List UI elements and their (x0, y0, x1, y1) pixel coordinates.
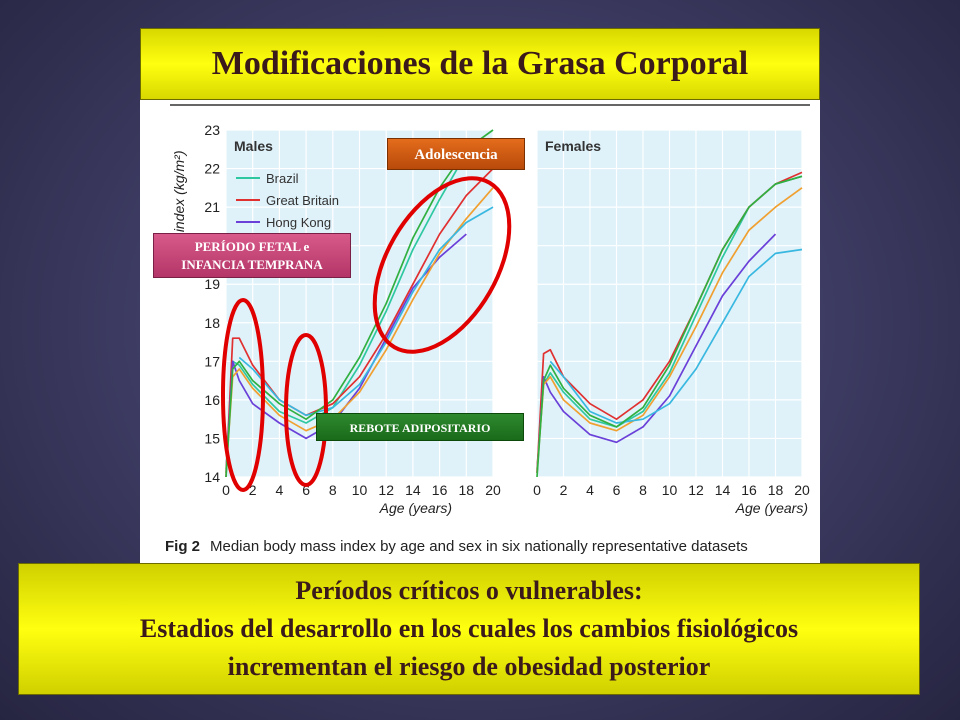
x-tick-label: 16 (432, 482, 448, 498)
rebote-callout: REBOTE ADIPOSITARIO (316, 413, 524, 441)
figure-caption-text: Median body mass index by age and sex in… (210, 538, 748, 555)
definition-line-2: incrementan el riesgo de obesidad poster… (227, 652, 711, 681)
y-tick-label: 15 (204, 430, 220, 446)
adolescence-highlight-ellipse (372, 176, 512, 354)
x-tick-label: 10 (662, 482, 678, 498)
x-tick-label: 6 (302, 482, 310, 498)
x-tick-label: 0 (222, 482, 230, 498)
definition-heading: Períodos críticos o vulnerables: (295, 576, 643, 605)
series-females-hong-kong (536, 233, 777, 474)
x-tick-label: 20 (485, 482, 501, 498)
legend-label: Brazil (266, 171, 299, 186)
panel-label-females: Females (545, 138, 601, 154)
x-axis-label-females: Age (years) (735, 500, 808, 516)
x-tick-label: 14 (405, 482, 421, 498)
x-tick-label: 18 (459, 482, 475, 498)
series-females-unlabeled (549, 248, 803, 424)
x-tick-label: 0 (533, 482, 541, 498)
adolescencia-callout: Adolescencia (387, 138, 525, 170)
x-tick-label: 4 (276, 482, 284, 498)
slide-title-bar: Modificaciones de la Grasa Corporal (140, 28, 820, 100)
x-tick-label: 2 (249, 482, 257, 498)
y-tick-label: 16 (204, 392, 220, 408)
x-tick-label: 16 (741, 482, 757, 498)
legend-label: Hong Kong (266, 215, 331, 230)
rebound-highlight-ellipse (284, 333, 328, 487)
y-tick-label: 14 (204, 469, 220, 485)
x-tick-label: 2 (560, 482, 568, 498)
x-tick-label: 10 (352, 482, 368, 498)
bmi-chart: 0246810121416182014151617181920212223Mal… (165, 104, 810, 555)
figure-panel: 0246810121416182014151617181920212223Mal… (140, 100, 820, 565)
fetal-callout-line-2: INFANCIA TEMPRANA (181, 257, 323, 272)
figure-caption-label: Fig 2 (165, 538, 200, 555)
y-tick-label: 18 (204, 315, 220, 331)
x-tick-label: 6 (613, 482, 621, 498)
y-tick-label: 22 (204, 161, 220, 177)
fetal-callout: PERÍODO FETAL e INFANCIA TEMPRANA (153, 233, 351, 278)
x-tick-label: 14 (715, 482, 731, 498)
x-tick-label: 12 (378, 482, 394, 498)
x-tick-label: 4 (586, 482, 594, 498)
fetal-callout-line-1: PERÍODO FETAL e (194, 239, 310, 254)
series-females-unlabeled (536, 187, 803, 474)
definition-line-1: Estadios del desarrollo en los cuales lo… (139, 614, 799, 643)
y-tick-label: 17 (204, 353, 220, 369)
panel-label-males: Males (234, 138, 273, 154)
x-tick-label: 8 (639, 482, 647, 498)
series-males-unlabeled (238, 206, 494, 417)
slide-title: Modificaciones de la Grasa Corporal (211, 45, 749, 82)
x-axis-label-males: Age (years) (379, 500, 452, 516)
y-tick-label: 21 (204, 199, 220, 215)
x-tick-label: 12 (688, 482, 704, 498)
x-tick-label: 20 (794, 482, 810, 498)
series-males-great-britain (225, 168, 494, 478)
series-females-unlabeled (536, 175, 803, 478)
definition-box: Períodos críticos o vulnerables: Estadio… (18, 563, 920, 695)
legend-label: Great Britain (266, 193, 339, 208)
x-tick-label: 8 (329, 482, 337, 498)
y-tick-label: 19 (204, 276, 220, 292)
fetal-highlight-ellipse (221, 298, 265, 492)
x-tick-label: 18 (768, 482, 784, 498)
y-tick-label: 23 (204, 122, 220, 138)
